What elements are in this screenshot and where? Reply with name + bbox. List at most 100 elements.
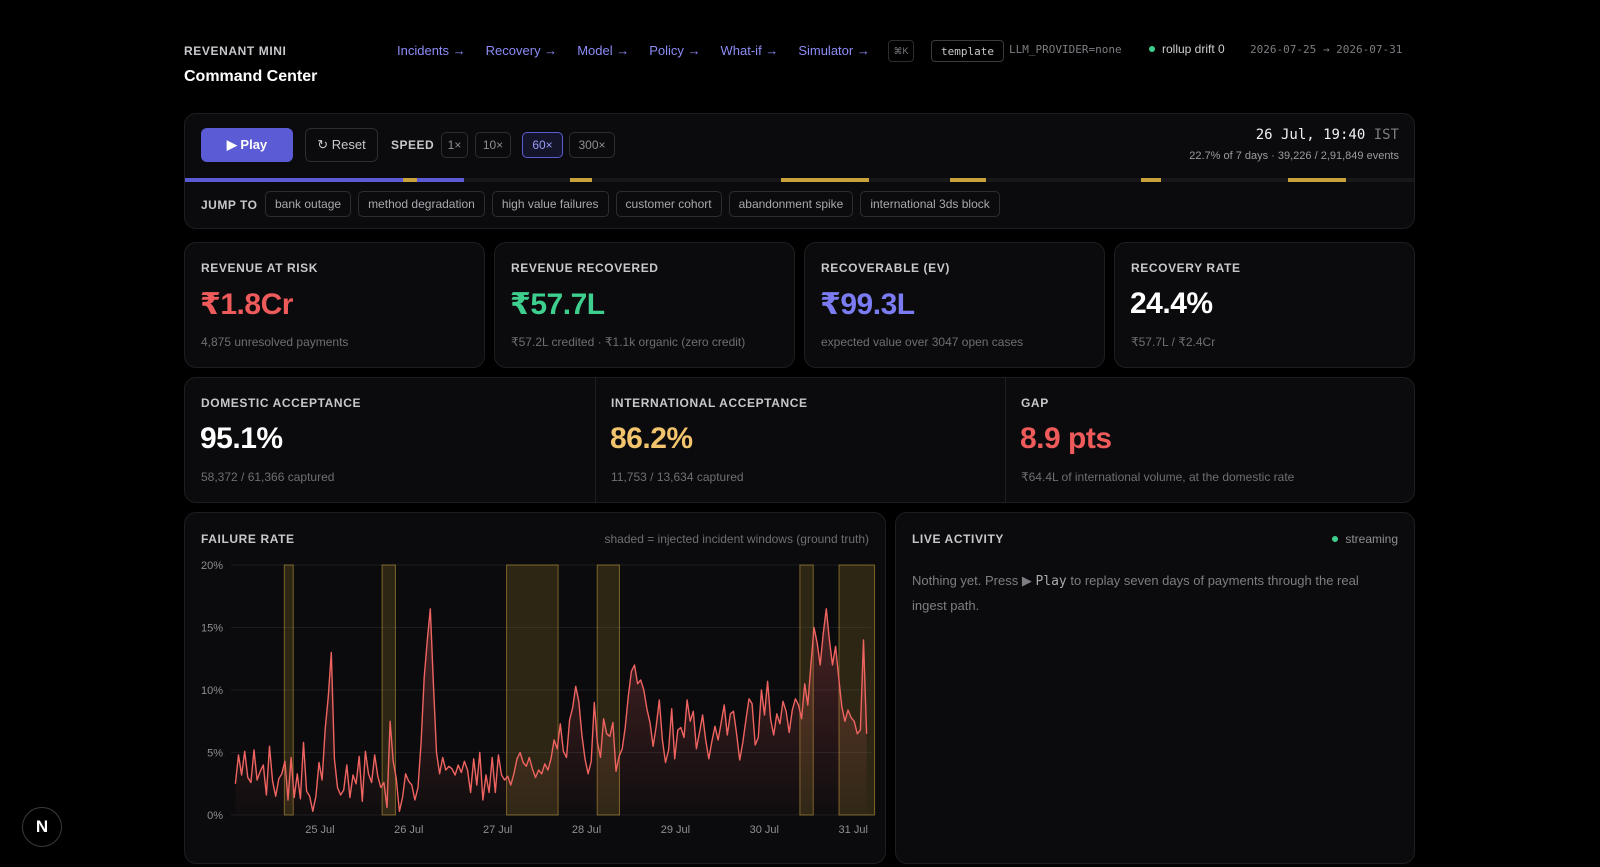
speed-1x-button[interactable]: 1× bbox=[441, 132, 468, 158]
jump-bank-outage[interactable]: bank outage bbox=[265, 191, 352, 217]
kpi-label: REVENUE RECOVERED bbox=[511, 261, 659, 275]
x-tick-label: 29 Jul bbox=[661, 824, 690, 836]
live-activity-title: LIVE ACTIVITY bbox=[912, 532, 1005, 546]
status-dot-icon bbox=[1149, 46, 1155, 52]
kpi-subtext: 4,875 unresolved payments bbox=[201, 335, 349, 349]
kpi-label: RECOVERY RATE bbox=[1131, 261, 1241, 275]
status-dot-icon bbox=[1332, 536, 1339, 542]
failure-rate-line bbox=[234, 608, 868, 812]
nav-recovery[interactable]: Recovery → bbox=[485, 42, 558, 58]
streaming-label: streaming bbox=[1345, 532, 1398, 546]
top-nav: Incidents → Recovery → Model → Policy → … bbox=[397, 42, 890, 58]
incident-marker bbox=[1288, 178, 1346, 182]
date-range: 2026-07-25 → 2026-07-31 bbox=[1250, 43, 1403, 56]
brand-name: REVENANT MINI bbox=[184, 44, 287, 58]
replay-progress-fill bbox=[185, 178, 464, 182]
chart-note: shaded = injected incident windows (grou… bbox=[604, 532, 870, 546]
rollup-drift-status: rollup drift 0 bbox=[1149, 42, 1225, 56]
page-title: Command Center bbox=[184, 68, 318, 85]
speed-10x-button[interactable]: 10× bbox=[475, 132, 511, 158]
x-tick-label: 30 Jul bbox=[750, 824, 779, 836]
replay-panel: ▶ Play ↻ Reset SPEED 1× 10× 60× 300× 26 … bbox=[184, 113, 1415, 229]
kpi-label: REVENUE AT RISK bbox=[201, 261, 319, 275]
kpi-value: ₹99.3L bbox=[820, 288, 915, 321]
divider bbox=[595, 378, 596, 502]
y-tick-label: 15% bbox=[201, 623, 223, 635]
y-tick-label: 20% bbox=[201, 560, 223, 572]
acceptance-value: 95.1% bbox=[200, 422, 283, 455]
empty-text-start: Nothing yet. Press ▶ bbox=[912, 573, 1032, 588]
acceptance-label: INTERNATIONAL ACCEPTANCE bbox=[611, 396, 808, 410]
incident-marker bbox=[950, 178, 986, 182]
kpi-subtext: expected value over 3047 open cases bbox=[821, 335, 1024, 349]
kpi-subtext: ₹57.7L / ₹2.4Cr bbox=[1131, 335, 1216, 349]
kpi-card-revenue-at-risk: REVENUE AT RISK ₹1.8Cr 4,875 unresolved … bbox=[184, 242, 485, 368]
y-tick-label: 5% bbox=[207, 748, 223, 760]
kpi-card-revenue-recovered: REVENUE RECOVERED ₹57.7L ₹57.2L credited… bbox=[494, 242, 795, 368]
chart-title: FAILURE RATE bbox=[201, 532, 295, 546]
x-tick-label: 28 Jul bbox=[572, 824, 601, 836]
acceptance-value: 86.2% bbox=[610, 422, 693, 455]
jump-to-list: bank outage method degradation high valu… bbox=[265, 191, 1007, 217]
acceptance-label: GAP bbox=[1021, 396, 1049, 410]
divider bbox=[1005, 378, 1006, 502]
jump-method-degradation[interactable]: method degradation bbox=[358, 191, 485, 217]
jump-customer-cohort[interactable]: customer cohort bbox=[615, 191, 722, 217]
llm-provider-label: LLM_PROVIDER=none bbox=[1009, 43, 1122, 56]
replay-clock: 26 Jul, 19:40 IST bbox=[1256, 127, 1399, 143]
nav-policy[interactable]: Policy → bbox=[649, 42, 701, 58]
acceptance-subtext: ₹64.4L of international volume, at the d… bbox=[1021, 470, 1295, 484]
x-tick-label: 27 Jul bbox=[483, 824, 512, 836]
failure-rate-chart: 0% 5% 10% 15% 20% 25 Jul 26 Jul 27 Jul 28 Jul 29… bbox=[201, 560, 876, 836]
kpi-label: RECOVERABLE (EV) bbox=[821, 261, 950, 275]
jump-abandonment-spike[interactable]: abandonment spike bbox=[728, 191, 854, 217]
incident-marker bbox=[1141, 178, 1161, 182]
replay-clock-tz: IST bbox=[1373, 127, 1399, 143]
replay-clock-time: 26 Jul, 19:40 bbox=[1255, 127, 1366, 143]
framework-badge-icon[interactable]: N bbox=[22, 807, 62, 847]
speed-60x-button[interactable]: 60× bbox=[522, 132, 563, 158]
kpi-value: ₹57.7L bbox=[510, 288, 605, 321]
nav-incidents[interactable]: Incidents → bbox=[397, 42, 466, 58]
y-tick-label: 10% bbox=[201, 685, 223, 697]
acceptance-gap: GAP 8.9 pts ₹64.4L of international volu… bbox=[1005, 378, 1415, 502]
x-tick-label: 26 Jul bbox=[394, 824, 423, 836]
live-activity-empty-state: Nothing yet. Press ▶ Play to replay seve… bbox=[912, 569, 1392, 618]
acceptance-value: 8.9 pts bbox=[1020, 422, 1112, 455]
replay-progress-track[interactable] bbox=[185, 178, 1414, 182]
speed-label: SPEED bbox=[391, 138, 435, 152]
streaming-status: streaming bbox=[1332, 532, 1398, 546]
template-badge: template bbox=[931, 40, 1004, 62]
kpi-value: ₹1.8Cr bbox=[200, 288, 293, 321]
kpi-value: 24.4% bbox=[1130, 287, 1213, 320]
failure-rate-card: FAILURE RATE shaded = injected incident … bbox=[184, 512, 886, 864]
reset-button[interactable]: ↻ Reset bbox=[305, 128, 378, 162]
x-tick-label: 25 Jul bbox=[305, 824, 334, 836]
x-tick-label: 31 Jul bbox=[839, 824, 868, 836]
jump-to-label: JUMP TO bbox=[201, 198, 258, 212]
jump-high-value-failures[interactable]: high value failures bbox=[491, 191, 609, 217]
y-tick-label: 0% bbox=[207, 810, 223, 822]
acceptance-subtext: 11,753 / 13,634 captured bbox=[611, 470, 744, 484]
live-activity-card: LIVE ACTIVITY streaming Nothing yet. Pre… bbox=[895, 512, 1415, 864]
kpi-card-recovery-rate: RECOVERY RATE 24.4% ₹57.7L / ₹2.4Cr bbox=[1114, 242, 1415, 368]
nav-simulator[interactable]: Simulator → bbox=[798, 42, 870, 58]
acceptance-international: INTERNATIONAL ACCEPTANCE 86.2% 11,753 / … bbox=[595, 378, 1005, 502]
play-button[interactable]: ▶ Play bbox=[201, 128, 293, 162]
empty-text-end: to replay seven days of payments through… bbox=[912, 573, 1359, 613]
acceptance-label: DOMESTIC ACCEPTANCE bbox=[201, 396, 362, 410]
replay-progress-text: 22.7% of 7 days · 39,226 / 2,91,849 even… bbox=[1189, 150, 1399, 162]
jump-international-3ds-block[interactable]: international 3ds block bbox=[860, 191, 1000, 217]
incident-marker bbox=[781, 178, 869, 182]
incident-marker bbox=[570, 178, 592, 182]
nav-what-if[interactable]: What-if → bbox=[720, 42, 779, 58]
nav-model[interactable]: Model → bbox=[577, 42, 630, 58]
kpi-card-recoverable-ev: RECOVERABLE (EV) ₹99.3L expected value o… bbox=[804, 242, 1105, 368]
acceptance-subtext: 58,372 / 61,366 captured bbox=[201, 470, 335, 484]
command-palette-shortcut[interactable]: ⌘K bbox=[888, 40, 914, 62]
speed-300x-button[interactable]: 300× bbox=[569, 132, 615, 158]
incident-marker bbox=[403, 178, 417, 182]
empty-play-keyword: Play bbox=[1035, 574, 1067, 589]
kpi-subtext: ₹57.2L credited · ₹1.1k organic (zero cr… bbox=[511, 335, 746, 349]
rollup-drift-label: rollup drift 0 bbox=[1162, 42, 1225, 56]
